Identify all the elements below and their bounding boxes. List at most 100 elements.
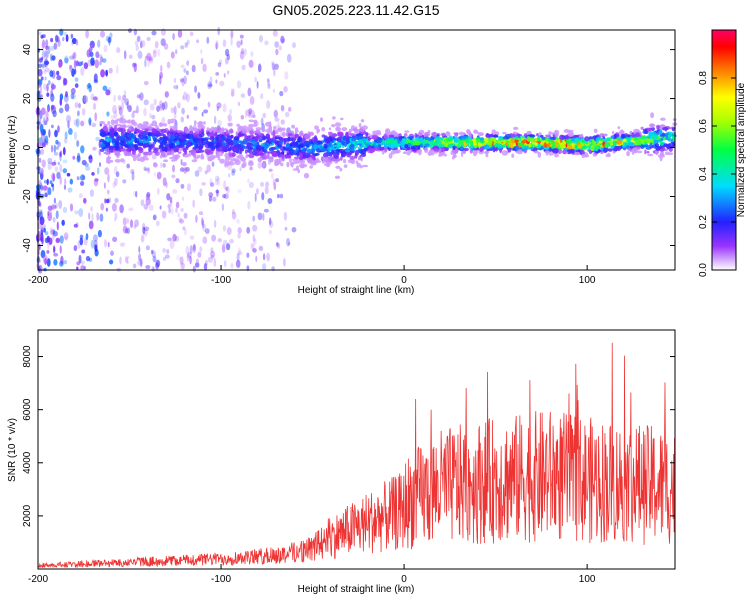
ridge-cell <box>337 131 344 137</box>
ridge-cell <box>206 127 210 131</box>
ridge-cell <box>433 148 439 152</box>
ridge-cell <box>262 161 266 168</box>
ridge-cell <box>554 129 560 136</box>
ridge-cell <box>249 166 253 171</box>
ridge-cell <box>247 161 254 167</box>
ridge-cell <box>621 134 626 139</box>
noise-cell <box>40 140 46 147</box>
noise-cell <box>288 242 291 246</box>
ridge-cell <box>319 145 324 151</box>
ridge-cell <box>377 144 382 148</box>
ridge-cell <box>334 175 341 179</box>
noise-cell <box>145 265 151 269</box>
ridge-cell <box>343 136 347 141</box>
ridge-cell <box>255 136 259 142</box>
noise-cell <box>192 199 196 208</box>
ridge-cell <box>294 152 298 156</box>
noise-cell <box>39 216 45 226</box>
noise-cell <box>38 243 41 251</box>
noise-cell <box>126 163 130 169</box>
noise-cell <box>239 51 245 60</box>
ridge-cell <box>622 138 627 143</box>
noise-cell <box>169 240 175 250</box>
noise-cell <box>50 144 54 153</box>
ridge-cell <box>291 161 294 168</box>
colorbar-label: Normalized spectral amplitude <box>736 82 747 217</box>
noise-cell <box>55 237 61 243</box>
ridge-cell <box>425 137 432 140</box>
ridge-cell <box>530 146 534 150</box>
noise-cell <box>110 250 114 256</box>
ridge-cell <box>404 130 410 133</box>
ridge-cell <box>143 145 146 149</box>
ridge-cell <box>248 146 254 150</box>
noise-cell <box>45 110 49 119</box>
ridge-cell <box>306 148 313 153</box>
noise-cell <box>80 120 85 127</box>
ridge-cell <box>291 124 295 129</box>
noise-cell <box>43 227 46 233</box>
ridge-cell <box>350 143 355 149</box>
ridge-cell <box>158 122 164 127</box>
noise-cell <box>72 52 76 61</box>
noise-cell <box>103 182 106 189</box>
ridge-cell <box>623 142 629 146</box>
ridge-cell <box>672 127 675 132</box>
noise-cell <box>143 99 149 106</box>
noise-cell <box>163 43 169 50</box>
spectrogram-frame <box>37 29 676 271</box>
noise-cell <box>286 53 292 63</box>
noise-cell <box>140 40 146 48</box>
ridge-cell <box>660 152 664 157</box>
noise-cell <box>143 81 149 86</box>
noise-cell <box>86 49 91 58</box>
ridge-cell <box>292 168 299 171</box>
ridge-cell <box>513 131 517 135</box>
noise-cell <box>216 102 222 109</box>
ridge-cell <box>662 127 669 131</box>
noise-cell <box>186 253 190 262</box>
noise-cell <box>39 94 44 98</box>
ridge-cell <box>485 146 492 149</box>
ridge-cell <box>327 146 330 151</box>
noise-cell <box>161 117 166 124</box>
ridge-cell <box>234 159 241 166</box>
noise-cell <box>106 111 110 117</box>
ridge-cell <box>335 165 341 169</box>
ridge-cell <box>273 126 277 130</box>
ridge-cell <box>438 144 445 147</box>
noise-cell <box>273 109 278 118</box>
noise-cell <box>55 202 59 209</box>
ridge-cell <box>634 139 641 146</box>
noise-cell <box>231 170 236 176</box>
noise-cell <box>55 210 59 219</box>
ridge-cell <box>415 145 419 150</box>
ridge-cell <box>623 147 627 151</box>
noise-cell <box>222 39 227 48</box>
noise-cell <box>166 193 171 201</box>
noise-cell <box>46 178 49 186</box>
spectrogram-cells <box>35 26 678 274</box>
noise-cell <box>272 178 276 186</box>
noise-cell <box>183 91 188 101</box>
ridge-cell <box>119 124 126 128</box>
ridge-cell <box>331 134 337 137</box>
noise-cell <box>273 182 277 191</box>
noise-cell <box>260 181 265 187</box>
ridge-cell <box>213 155 217 159</box>
ridge-cell <box>180 138 186 142</box>
noise-cell <box>170 51 175 59</box>
noise-cell <box>97 39 101 48</box>
ridge-cell <box>596 144 599 150</box>
ridge-cell <box>632 147 639 153</box>
noise-cell <box>41 63 47 68</box>
noise-cell <box>179 78 184 83</box>
noise-cell <box>75 39 79 46</box>
ridge-cell <box>230 158 234 164</box>
noise-cell <box>47 80 51 86</box>
noise-cell <box>88 154 93 164</box>
ridge-cell <box>465 129 471 134</box>
noise-cell <box>51 183 54 188</box>
noise-cell <box>186 60 190 66</box>
ridge-cell <box>340 117 344 121</box>
